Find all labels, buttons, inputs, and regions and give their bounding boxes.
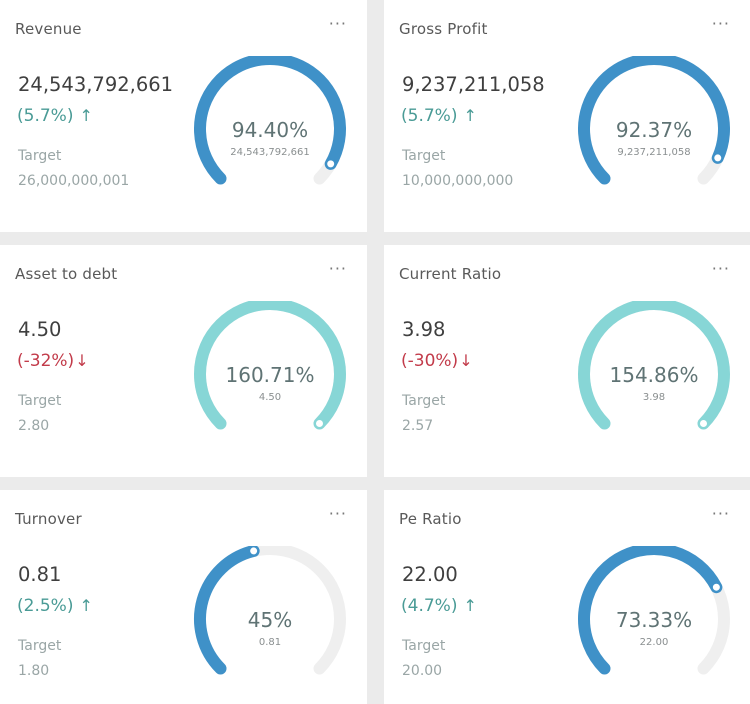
target-value: 10,000,000,000 bbox=[402, 173, 514, 189]
card-title: Turnover bbox=[15, 510, 82, 528]
gauge-knob bbox=[712, 152, 724, 164]
gauge-percent: 92.37% bbox=[615, 118, 693, 142]
change-percent: (4.7%) bbox=[401, 596, 458, 616]
change-percent: (-32%) bbox=[17, 351, 75, 371]
gauge-arc bbox=[194, 56, 346, 185]
change-percent: (2.5%) bbox=[17, 596, 74, 616]
gauge-knob bbox=[313, 417, 325, 429]
arrow-up-icon: ↑ bbox=[463, 106, 477, 125]
change-percent: (-30%) bbox=[401, 351, 459, 371]
kpi-card-current-ratio: Current Ratio ··· 3.98 (-30%)↓ Target 2.… bbox=[384, 245, 750, 477]
target-value: 1.80 bbox=[18, 663, 50, 679]
gauge-value-arc bbox=[578, 301, 730, 430]
target-value: 2.80 bbox=[18, 418, 50, 434]
more-options-icon[interactable]: ··· bbox=[328, 259, 347, 278]
arrow-down-icon: ↓ bbox=[75, 351, 89, 370]
card-value: 4.50 bbox=[18, 318, 62, 341]
gauge-value-arc bbox=[194, 301, 346, 430]
progress-gauge: 45% 0.81 bbox=[188, 546, 352, 686]
card-value: 24,543,792,661 bbox=[18, 73, 174, 96]
gauge-value: 24,543,792,661 bbox=[230, 147, 310, 158]
gauge-value: 3.98 bbox=[642, 392, 666, 403]
gauge-value-arc bbox=[194, 546, 260, 675]
target-label: Target bbox=[18, 393, 62, 409]
change-percent: (5.7%) bbox=[401, 106, 458, 126]
more-options-icon[interactable]: ··· bbox=[328, 504, 347, 523]
target-label: Target bbox=[18, 638, 62, 654]
more-options-icon[interactable]: ··· bbox=[711, 14, 730, 33]
kpi-card-turnover: Turnover ··· 0.81 (2.5%) ↑ Target 1.80 45… bbox=[0, 490, 367, 704]
target-value: 20.00 bbox=[402, 663, 443, 679]
target-label: Target bbox=[402, 393, 446, 409]
gauge-arc bbox=[194, 301, 346, 430]
card-title: Revenue bbox=[15, 20, 82, 38]
gauge-value: 22.00 bbox=[639, 637, 669, 648]
kpi-card-pe-ratio: Pe Ratio ··· 22.00 (4.7%) ↑ Target 20.00 … bbox=[384, 490, 750, 704]
gauge-value: 9,237,211,058 bbox=[617, 147, 691, 158]
change-indicator: (5.7%) ↑ bbox=[401, 106, 477, 126]
gauge-value-arc bbox=[194, 56, 346, 185]
gauge-percent: 45% bbox=[247, 608, 293, 632]
change-indicator: (-30%)↓ bbox=[401, 351, 473, 371]
gauge-knob bbox=[697, 417, 709, 429]
card-value: 9,237,211,058 bbox=[402, 73, 545, 96]
gauge-arc bbox=[194, 546, 346, 675]
gauge-arc bbox=[578, 56, 730, 185]
more-options-icon[interactable]: ··· bbox=[328, 14, 347, 33]
gauge-knob bbox=[248, 546, 260, 557]
kpi-card-asset-to-debt: Asset to debt ··· 4.50 (-32%)↓ Target 2.… bbox=[0, 245, 367, 477]
gauge-percent: 154.86% bbox=[609, 363, 699, 387]
progress-gauge: 160.71% 4.50 bbox=[188, 301, 352, 441]
gauge-value: 4.50 bbox=[258, 392, 282, 403]
change-percent: (5.7%) bbox=[17, 106, 74, 126]
gauge-arc bbox=[578, 301, 730, 430]
gauge-arc bbox=[578, 546, 730, 675]
card-value: 3.98 bbox=[402, 318, 446, 341]
progress-gauge: 94.40% 24,543,792,661 bbox=[188, 56, 352, 196]
arrow-up-icon: ↑ bbox=[463, 596, 477, 615]
card-title: Pe Ratio bbox=[399, 510, 462, 528]
gauge-value-arc bbox=[578, 56, 730, 185]
card-title: Current Ratio bbox=[399, 265, 502, 283]
progress-gauge: 73.33% 22.00 bbox=[572, 546, 736, 686]
arrow-up-icon: ↑ bbox=[79, 596, 93, 615]
arrow-up-icon: ↑ bbox=[79, 106, 93, 125]
target-value: 26,000,000,001 bbox=[18, 173, 130, 189]
gauge-value-arc bbox=[578, 546, 723, 675]
card-value: 0.81 bbox=[18, 563, 62, 586]
gauge-percent: 160.71% bbox=[225, 363, 315, 387]
target-label: Target bbox=[402, 638, 446, 654]
kpi-card-revenue: Revenue ··· 24,543,792,661 (5.7%) ↑ Targe… bbox=[0, 0, 367, 232]
more-options-icon[interactable]: ··· bbox=[711, 504, 730, 523]
target-value: 2.57 bbox=[402, 418, 434, 434]
change-indicator: (-32%)↓ bbox=[17, 351, 89, 371]
kpi-card-gross-profit: Gross Profit ··· 9,237,211,058 (5.7%) ↑ T… bbox=[384, 0, 750, 232]
gauge-percent: 94.40% bbox=[231, 118, 309, 142]
progress-gauge: 92.37% 9,237,211,058 bbox=[572, 56, 736, 196]
change-indicator: (4.7%) ↑ bbox=[401, 596, 477, 616]
progress-gauge: 154.86% 3.98 bbox=[572, 301, 736, 441]
target-label: Target bbox=[402, 148, 446, 164]
card-title: Asset to debt bbox=[15, 265, 118, 283]
change-indicator: (5.7%) ↑ bbox=[17, 106, 93, 126]
gauge-percent: 73.33% bbox=[615, 608, 693, 632]
gauge-knob bbox=[710, 581, 722, 593]
target-label: Target bbox=[18, 148, 62, 164]
card-value: 22.00 bbox=[402, 563, 458, 586]
gauge-knob bbox=[325, 158, 337, 170]
card-title: Gross Profit bbox=[399, 20, 488, 38]
change-indicator: (2.5%) ↑ bbox=[17, 596, 93, 616]
more-options-icon[interactable]: ··· bbox=[711, 259, 730, 278]
arrow-down-icon: ↓ bbox=[459, 351, 473, 370]
gauge-value: 0.81 bbox=[258, 637, 282, 648]
